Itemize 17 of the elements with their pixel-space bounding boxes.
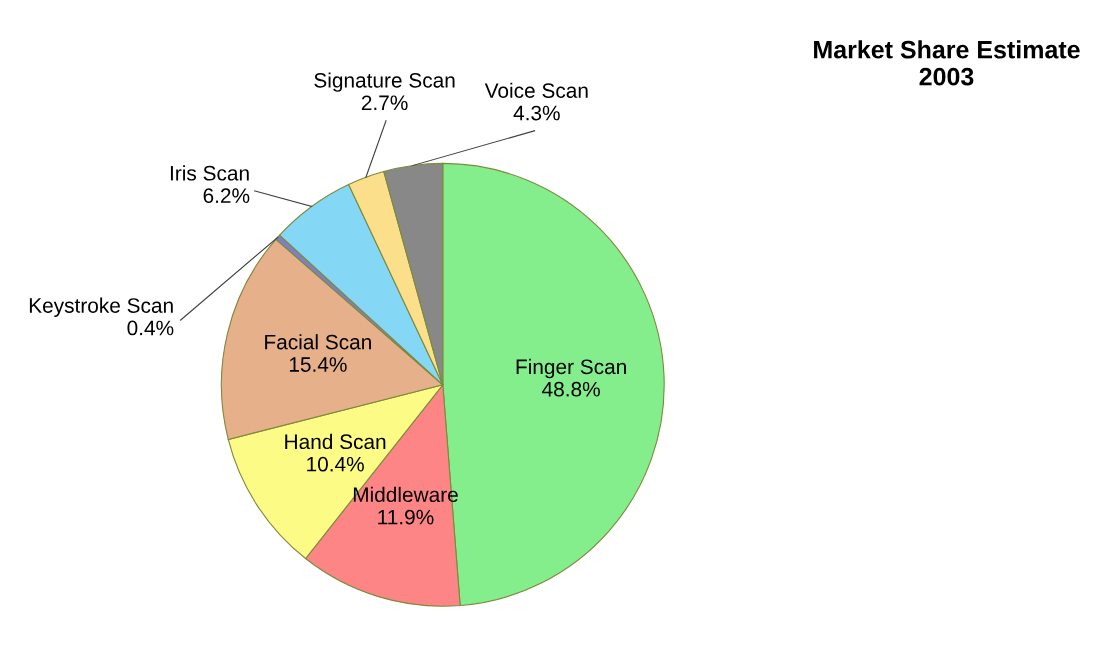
data-label: 10.4%	[307, 456, 364, 472]
slice-label: Voice Scan	[484, 82, 588, 98]
data-label: 4.3%	[513, 105, 560, 121]
data-label: 15.4%	[289, 357, 347, 372]
slice-label: Hand Scan	[285, 433, 386, 450]
slice-label: Iris Scan	[170, 165, 249, 181]
data-label: 0.4%	[127, 320, 174, 336]
slice-label: Signature Scan	[314, 72, 455, 92]
data-label: 6.2%	[203, 188, 250, 204]
data-label: 11.9%	[378, 509, 434, 525]
data-label: 2.7%	[361, 95, 408, 111]
data-label: 48.8%	[542, 381, 600, 397]
slice-label: Facial Scan	[265, 334, 371, 350]
text: Market Share Estimate 2003	[814, 40, 1080, 86]
slice-label: Keystroke Scan	[29, 297, 173, 318]
slice-label: Middleware	[353, 486, 458, 503]
slice-label: Finger Scan	[516, 358, 626, 379]
